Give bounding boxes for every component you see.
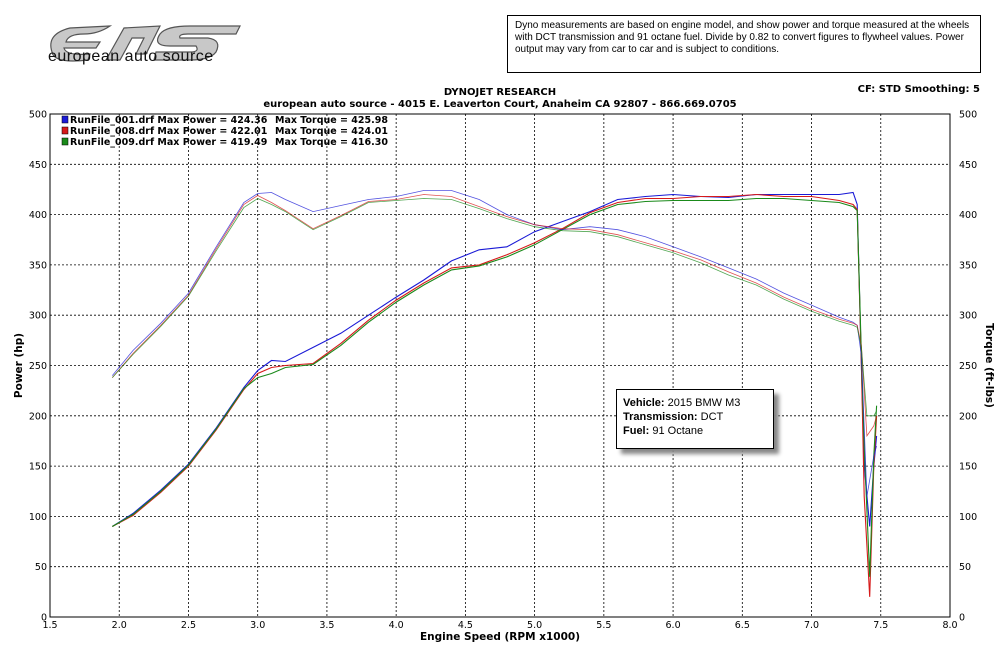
plot-frame: [49, 113, 951, 618]
legend-run-name: RunFile_008.drf Max Power = 422.01: [70, 126, 267, 137]
chart-series: [111, 190, 878, 597]
y-tick-label: 250: [29, 361, 47, 372]
x-tick-label: 1.5: [42, 620, 57, 631]
x-tick-label: 5.5: [596, 620, 611, 631]
legend-run-name: RunFile_009.drf Max Power = 419.49: [70, 137, 267, 148]
disclaimer-box: Dyno measurements are based on engine mo…: [507, 15, 981, 73]
y2-tick-label: 350: [959, 260, 977, 271]
y-tick-label: 0: [41, 613, 47, 624]
y-tick-label: 350: [29, 260, 47, 271]
legend-swatch: [61, 126, 69, 135]
vehicle-value: 2015 BMW M3: [667, 397, 741, 409]
vehicle-label: Vehicle:: [623, 397, 665, 409]
power-series-line: [112, 193, 878, 597]
y2-axis-ticks: 0 50 100 150 200 250 300 350 400 450 500: [959, 110, 977, 624]
torque-series-line: [111, 194, 877, 438]
legend-max-torque: Max Torque = 425.98: [275, 115, 388, 126]
legend-swatch: [61, 115, 69, 124]
y2-tick-label: 100: [959, 512, 977, 523]
y-tick-label: 50: [35, 562, 47, 573]
x-axis-ticks: 1.5 2.0 2.5 3.0 3.5 4.0 4.5 5.0 5.5 6.0 6.5 7.0 7.5 8…: [42, 620, 957, 631]
transmission-label: Transmission:: [623, 411, 698, 423]
torque-series-line: [112, 198, 877, 417]
legend-max-torque: Max Torque = 424.01: [275, 126, 388, 137]
fuel-label: Fuel:: [623, 425, 650, 437]
x-tick-label: 6.0: [666, 620, 681, 631]
chart-legend: RunFile_001.drf Max Power = 424.36 Max To…: [61, 115, 388, 148]
y2-tick-label: 200: [959, 411, 977, 422]
x-axis-label: Engine Speed (RPM x1000): [420, 631, 580, 643]
european-auto-source-logo: [50, 25, 241, 62]
x-tick-label: 4.5: [458, 620, 473, 631]
logo-text: european auto source: [48, 48, 214, 65]
legend-max-torque: Max Torque = 416.30: [275, 137, 388, 148]
y2-tick-label: 50: [959, 562, 971, 573]
x-tick-label: 4.0: [389, 620, 404, 631]
power-series-line: [112, 191, 878, 527]
y-axis-label: Power (hp): [13, 333, 25, 398]
y-tick-label: 200: [29, 411, 47, 422]
chart-header-title: DYNOJET RESEARCH: [443, 87, 557, 98]
y2-tick-label: 450: [959, 160, 977, 171]
y2-tick-label: 250: [959, 361, 977, 372]
x-tick-label: 2.0: [112, 620, 127, 631]
y-tick-label: 100: [29, 512, 47, 523]
y-tick-label: 150: [29, 462, 47, 473]
x-tick-label: 2.5: [181, 620, 196, 631]
transmission-value: DCT: [700, 411, 724, 423]
y-tick-label: 450: [29, 160, 47, 171]
chart-header-subtitle: european auto source - 4015 E. Leaverton…: [263, 99, 737, 110]
legend-swatch: [61, 137, 69, 146]
y-axis-ticks: 0 50 100 150 200 250 300 350 400 450 500: [29, 110, 47, 624]
vehicle-info-box: Vehicle: 2015 BMW M3 Transmission: DCT F…: [616, 389, 774, 449]
x-tick-label: 3.0: [250, 620, 265, 631]
chart-grid: [49, 113, 951, 618]
y-tick-label: 400: [29, 210, 47, 221]
x-tick-label: 8.0: [942, 620, 957, 631]
y2-tick-label: 150: [959, 462, 977, 473]
x-tick-label: 3.5: [319, 620, 334, 631]
y-tick-label: 500: [29, 110, 47, 121]
y2-axis-label: Torque (ft-lbs): [983, 323, 995, 408]
y2-tick-label: 400: [959, 210, 977, 221]
y2-tick-label: 500: [959, 110, 977, 121]
fuel-value: 91 Octane: [652, 425, 704, 437]
x-tick-label: 7.5: [873, 620, 888, 631]
x-tick-label: 5.0: [527, 620, 542, 631]
x-tick-label: 6.5: [735, 620, 750, 631]
correction-settings: CF: STD Smoothing: 5: [857, 84, 980, 95]
legend-run-name: RunFile_001.drf Max Power = 424.36: [70, 115, 268, 126]
torque-series-line: [111, 190, 877, 497]
y2-tick-label: 0: [959, 613, 965, 624]
y2-tick-label: 300: [959, 311, 977, 322]
y-tick-label: 300: [29, 311, 47, 322]
x-tick-label: 7.0: [804, 620, 819, 631]
power-series-line: [112, 197, 878, 577]
